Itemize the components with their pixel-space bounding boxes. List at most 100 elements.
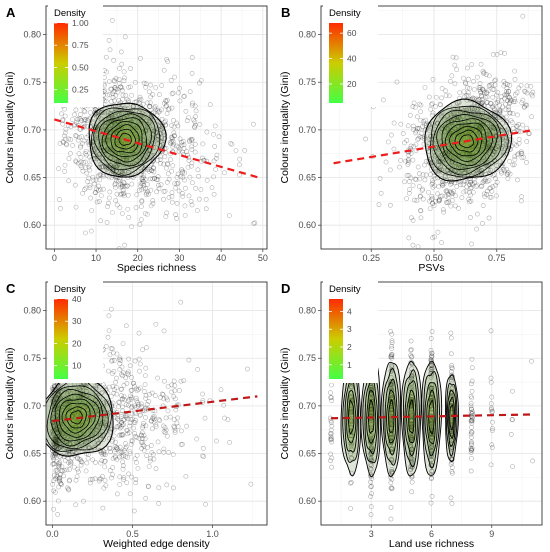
data-point	[55, 434, 60, 440]
data-point	[63, 136, 68, 142]
data-point	[368, 451, 373, 457]
data-point	[108, 163, 113, 168]
data-point	[369, 463, 374, 469]
data-point	[73, 204, 79, 210]
data-point	[56, 478, 62, 484]
data-point	[146, 124, 152, 129]
data-point	[115, 163, 121, 168]
data-point	[429, 419, 434, 424]
data-point	[144, 211, 150, 217]
data-point	[70, 425, 76, 430]
data-point	[120, 370, 126, 376]
data-point	[129, 181, 135, 187]
data-point	[163, 145, 169, 151]
data-point	[452, 111, 457, 116]
data-point	[459, 126, 464, 132]
data-point	[120, 191, 126, 197]
data-point	[369, 445, 374, 451]
data-point	[455, 149, 461, 155]
data-point	[57, 436, 63, 442]
data-point	[90, 139, 96, 145]
data-point	[488, 401, 494, 407]
data-point	[428, 102, 434, 108]
data-point	[58, 389, 64, 395]
data-point	[429, 430, 435, 436]
data-point	[491, 107, 497, 113]
data-point	[463, 122, 468, 128]
data-point	[504, 135, 510, 141]
data-point	[72, 394, 77, 400]
data-point	[409, 360, 415, 366]
data-point	[450, 157, 456, 163]
data-point	[104, 121, 110, 126]
data-point	[129, 224, 135, 230]
data-point	[101, 450, 107, 456]
data-point	[114, 424, 120, 430]
panel-letter: B	[281, 5, 290, 20]
data-point	[421, 121, 427, 127]
data-point	[389, 433, 394, 438]
data-point	[58, 428, 63, 434]
data-point	[142, 406, 148, 412]
data-point	[192, 124, 197, 130]
data-point	[107, 435, 112, 441]
data-point	[477, 85, 483, 90]
data-point	[119, 424, 124, 430]
data-point	[93, 427, 99, 433]
data-point	[196, 80, 202, 86]
data-point	[163, 99, 169, 105]
data-point	[211, 131, 216, 137]
data-point	[116, 159, 122, 165]
data-point	[106, 200, 111, 206]
data-point	[348, 506, 353, 511]
data-point	[93, 110, 99, 116]
data-point	[478, 170, 484, 176]
data-point	[77, 116, 83, 122]
data-point	[494, 179, 500, 185]
data-point	[448, 369, 454, 375]
data-point	[387, 167, 393, 173]
data-point	[363, 136, 368, 142]
data-point	[140, 175, 146, 180]
data-point	[498, 98, 504, 104]
legend-tick-label: 0.25	[72, 85, 89, 95]
data-point	[436, 167, 442, 173]
data-point	[455, 169, 461, 175]
data-point	[120, 130, 126, 135]
data-point	[73, 107, 79, 113]
data-point	[413, 177, 419, 182]
data-point	[388, 352, 394, 357]
data-point	[466, 120, 472, 126]
data-point	[150, 165, 156, 171]
data-point	[53, 441, 59, 446]
data-point	[484, 142, 490, 148]
data-point	[117, 423, 122, 428]
data-point	[404, 138, 410, 143]
data-point	[506, 88, 512, 94]
data-point	[348, 394, 354, 400]
data-point	[50, 385, 55, 391]
data-point	[145, 181, 150, 187]
data-point	[490, 146, 496, 152]
data-point	[474, 226, 480, 232]
data-point	[487, 139, 492, 145]
data-point	[58, 205, 63, 211]
data-point	[155, 177, 161, 183]
data-point	[152, 107, 158, 113]
data-point	[52, 392, 58, 398]
data-point	[159, 122, 165, 128]
data-point	[56, 484, 61, 490]
data-point	[153, 424, 159, 429]
data-point	[429, 101, 435, 107]
data-point	[429, 196, 434, 202]
data-point	[153, 85, 158, 91]
data-point	[139, 199, 145, 205]
data-point	[492, 82, 498, 88]
data-point	[448, 351, 454, 357]
data-point	[481, 88, 487, 94]
data-point	[79, 423, 85, 428]
data-point	[460, 134, 466, 140]
data-point	[485, 103, 491, 109]
data-point	[482, 138, 488, 144]
data-point	[54, 426, 60, 431]
